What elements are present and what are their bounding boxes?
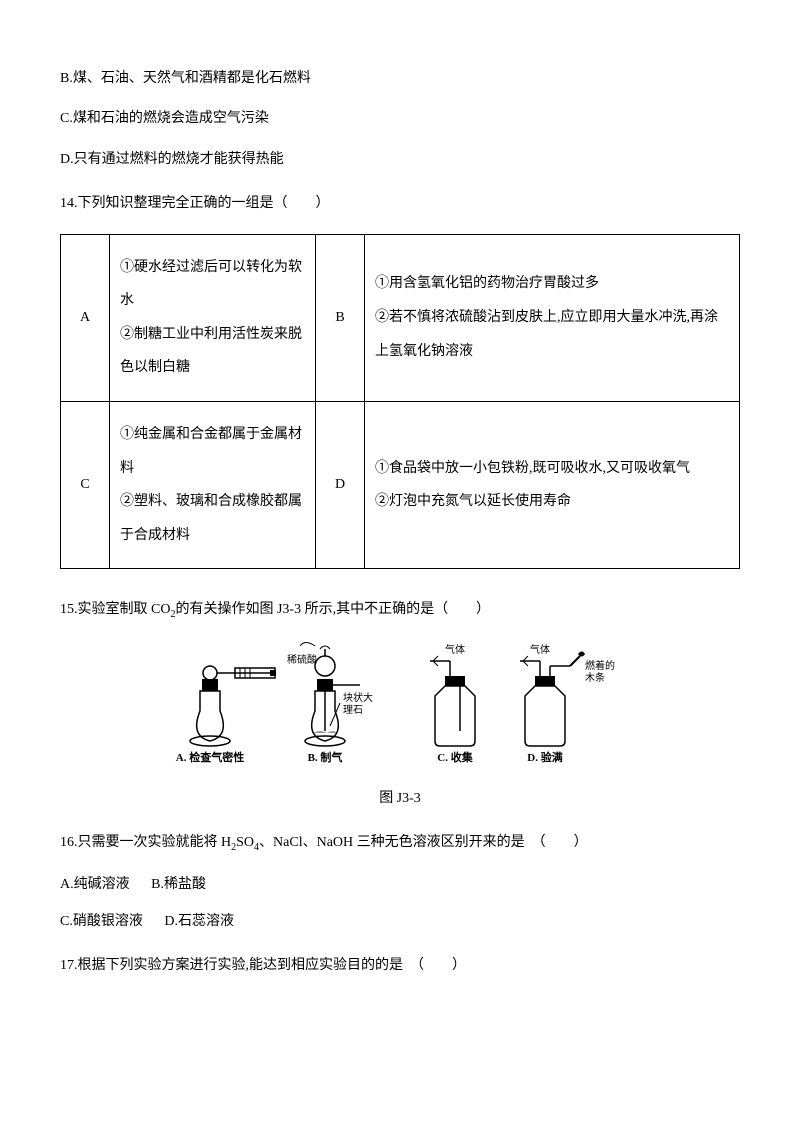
cell-a-line1: ①硬水经过滤后可以转化为软水 bbox=[120, 251, 305, 318]
question-14: 14.下列知识整理完全正确的一组是（ ） bbox=[60, 193, 740, 215]
label-gas1: 气体 bbox=[445, 643, 465, 656]
cell-c-line2: ②塑料、玻璃和合成橡胶都属于合成材料 bbox=[120, 485, 305, 552]
cell-d-line1: ①食品袋中放一小包铁粉,既可吸收水,又可吸收氧气 bbox=[375, 452, 729, 486]
label-marble-2: 理石 bbox=[343, 704, 363, 716]
question-16: 16.只需要一次实验就能将 H2SO4、NaCl、NaOH 三种无色溶液区别开来… bbox=[60, 832, 740, 856]
label-dilute-acid: 稀硫酸 bbox=[287, 653, 317, 666]
label-c: C. 收集 bbox=[437, 750, 473, 764]
question-15: 15.实验室制取 CO2的有关操作如图 J3-3 所示,其中不正确的是（ ） bbox=[60, 599, 740, 623]
apparatus-a: A. 检查气密性 bbox=[176, 666, 276, 764]
label-stick-2: 木条 bbox=[585, 671, 605, 684]
label-stick-1: 燃着的 bbox=[585, 659, 615, 672]
q16-option-b: B.稀盐酸 bbox=[151, 877, 206, 892]
cell-b-line1: ①用含氢氧化铝的药物治疗胃酸过多 bbox=[375, 267, 729, 301]
apparatus-diagram: A. 检查气密性 稀硫酸 块状大 理石 B. 制气 气体 bbox=[170, 641, 630, 771]
cell-a-line2: ②制糖工业中利用活性炭来脱色以制白糖 bbox=[120, 318, 305, 385]
figure-caption: 图 J3-3 bbox=[60, 788, 740, 810]
option-c: C.煤和石油的燃烧会造成空气污染 bbox=[60, 108, 740, 130]
cell-b-content: ①用含氢氧化铝的药物治疗胃酸过多 ②若不慎将浓硫酸沾到皮肤上,应立即用大量水冲洗… bbox=[365, 234, 740, 401]
option-b: B.煤、石油、天然气和酒精都是化石燃料 bbox=[60, 68, 740, 90]
label-a: A. 检查气密性 bbox=[176, 750, 244, 764]
cell-c-content: ①纯金属和合金都属于金属材料 ②塑料、玻璃和合成橡胶都属于合成材料 bbox=[110, 401, 316, 568]
cell-d-content: ①食品袋中放一小包铁粉,既可吸收水,又可吸收氧气 ②灯泡中充氮气以延长使用寿命 bbox=[365, 401, 740, 568]
figure-j3-3: A. 检查气密性 稀硫酸 块状大 理石 B. 制气 气体 bbox=[60, 641, 740, 779]
cell-d-label: D bbox=[316, 401, 365, 568]
cell-a-content: ①硬水经过滤后可以转化为软水 ②制糖工业中利用活性炭来脱色以制白糖 bbox=[110, 234, 316, 401]
label-d: D. 验满 bbox=[527, 750, 562, 764]
apparatus-d: 气体 燃着的 木条 D. 验满 bbox=[520, 643, 615, 764]
option-d: D.只有通过燃料的燃烧才能获得热能 bbox=[60, 149, 740, 171]
label-b: B. 制气 bbox=[308, 750, 343, 764]
apparatus-b: 稀硫酸 块状大 理石 B. 制气 bbox=[287, 643, 373, 765]
q16-options-row2: C.硝酸银溶液 D.石蕊溶液 bbox=[60, 911, 740, 933]
cell-a-label: A bbox=[61, 234, 110, 401]
question-17: 17.根据下列实验方案进行实验,能达到相应实验目的的是 （ ） bbox=[60, 955, 740, 977]
cell-c-line1: ①纯金属和合金都属于金属材料 bbox=[120, 418, 305, 485]
cell-b-line2: ②若不慎将浓硫酸沾到皮肤上,应立即用大量水冲洗,再涂上氢氧化钠溶液 bbox=[375, 301, 729, 368]
cell-c-label: C bbox=[61, 401, 110, 568]
apparatus-c: 气体 C. 收集 bbox=[430, 643, 475, 764]
q16-option-a: A.纯碱溶液 bbox=[60, 877, 130, 892]
label-marble-1: 块状大 bbox=[343, 691, 373, 704]
q16-option-d: D.石蕊溶液 bbox=[164, 914, 234, 929]
q16-option-c: C.硝酸银溶液 bbox=[60, 914, 143, 929]
q16-options-row1: A.纯碱溶液 B.稀盐酸 bbox=[60, 874, 740, 896]
label-gas2: 气体 bbox=[530, 643, 550, 656]
knowledge-table: A ①硬水经过滤后可以转化为软水 ②制糖工业中利用活性炭来脱色以制白糖 B ①用… bbox=[60, 234, 740, 570]
cell-b-label: B bbox=[316, 234, 365, 401]
cell-d-line2: ②灯泡中充氮气以延长使用寿命 bbox=[375, 485, 729, 519]
